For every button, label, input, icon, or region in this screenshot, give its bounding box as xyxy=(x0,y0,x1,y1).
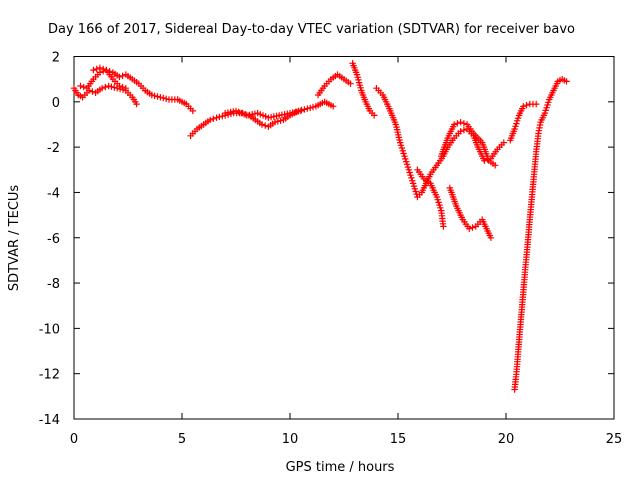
data-point xyxy=(277,117,284,124)
data-point xyxy=(457,119,464,126)
data-point xyxy=(262,122,269,129)
x-tick-label: 0 xyxy=(70,432,78,447)
data-point xyxy=(116,82,123,90)
data-point xyxy=(307,104,314,112)
data-point xyxy=(304,105,311,112)
data-point xyxy=(399,147,406,154)
data-point xyxy=(100,65,107,73)
y-tick-label: -10 xyxy=(39,322,60,337)
data-point xyxy=(258,121,266,128)
data-point xyxy=(274,118,281,125)
data-point xyxy=(160,94,167,102)
y-axis-label: SDTVAR / TECUs xyxy=(7,185,22,292)
data-point xyxy=(80,83,87,91)
data-point xyxy=(513,120,520,127)
data-point xyxy=(309,103,317,111)
y-tick-label: -12 xyxy=(39,368,60,383)
data-point xyxy=(98,85,106,92)
data-point xyxy=(457,128,464,135)
x-tick-label: 10 xyxy=(282,432,299,447)
data-point xyxy=(298,106,305,114)
data-point xyxy=(102,83,109,91)
data-point xyxy=(460,120,468,127)
data-point xyxy=(133,100,140,108)
data-point xyxy=(206,116,214,124)
data-point xyxy=(403,161,411,168)
data-point xyxy=(466,225,473,232)
data-point xyxy=(347,80,354,87)
y-tick-label: -8 xyxy=(47,277,60,292)
data-point xyxy=(451,121,458,128)
data-points xyxy=(70,60,570,393)
data-point xyxy=(108,83,115,90)
data-point xyxy=(440,223,447,230)
data-point xyxy=(157,94,164,101)
data-point xyxy=(500,139,507,146)
data-point xyxy=(90,66,97,74)
data-point xyxy=(111,84,118,91)
x-tick-labels: 0 5 10 15 20 25 xyxy=(70,432,622,447)
data-point xyxy=(189,107,196,115)
data-point xyxy=(213,114,220,121)
data-point xyxy=(77,82,84,90)
data-point xyxy=(398,144,406,152)
data-point xyxy=(523,102,530,109)
y-tick-label: -6 xyxy=(47,232,60,247)
data-point xyxy=(89,88,96,95)
data-point xyxy=(437,204,444,211)
data-point xyxy=(210,115,217,122)
data-point xyxy=(154,93,161,100)
x-axis-label: GPS time / hours xyxy=(286,460,395,475)
data-point xyxy=(545,99,552,106)
y-tick-labels: 2 0 -2 -4 -6 -8 -10 -12 -14 xyxy=(39,51,60,429)
data-point xyxy=(216,113,223,121)
data-point xyxy=(487,234,495,241)
data-point xyxy=(163,95,170,102)
x-tick-label: 5 xyxy=(178,432,186,447)
y-tick-label: -14 xyxy=(39,413,60,428)
data-point xyxy=(454,120,461,127)
data-point xyxy=(93,65,100,73)
data-point xyxy=(151,92,158,99)
plot-frame xyxy=(73,56,615,420)
data-point xyxy=(492,162,499,169)
x-tick-label: 20 xyxy=(498,432,515,447)
data-point xyxy=(520,103,527,110)
data-point xyxy=(119,83,126,91)
data-point xyxy=(219,113,226,120)
axis-ticks xyxy=(73,56,615,420)
data-point xyxy=(119,72,126,79)
data-point xyxy=(330,103,337,110)
data-point xyxy=(563,78,570,85)
data-point xyxy=(297,107,304,115)
data-point xyxy=(301,106,308,113)
y-tick-label: 0 xyxy=(52,96,60,111)
y-tick-label: -4 xyxy=(47,186,60,201)
y-tick-label: -2 xyxy=(47,141,60,156)
data-point xyxy=(460,126,468,134)
chart-title: Day 166 of 2017, Sidereal Day-to-day VTE… xyxy=(48,22,575,37)
y-tick-label: 2 xyxy=(52,51,60,66)
data-point xyxy=(469,224,476,231)
data-point xyxy=(105,82,112,90)
data-point xyxy=(271,119,279,126)
data-point xyxy=(96,64,104,71)
data-point xyxy=(148,91,155,99)
data-point xyxy=(116,73,123,81)
data-point xyxy=(533,100,540,108)
x-tick-label: 25 xyxy=(606,432,623,447)
x-tick-label: 15 xyxy=(390,432,407,447)
data-point xyxy=(371,112,378,119)
data-point xyxy=(408,174,415,182)
data-point xyxy=(122,85,129,92)
